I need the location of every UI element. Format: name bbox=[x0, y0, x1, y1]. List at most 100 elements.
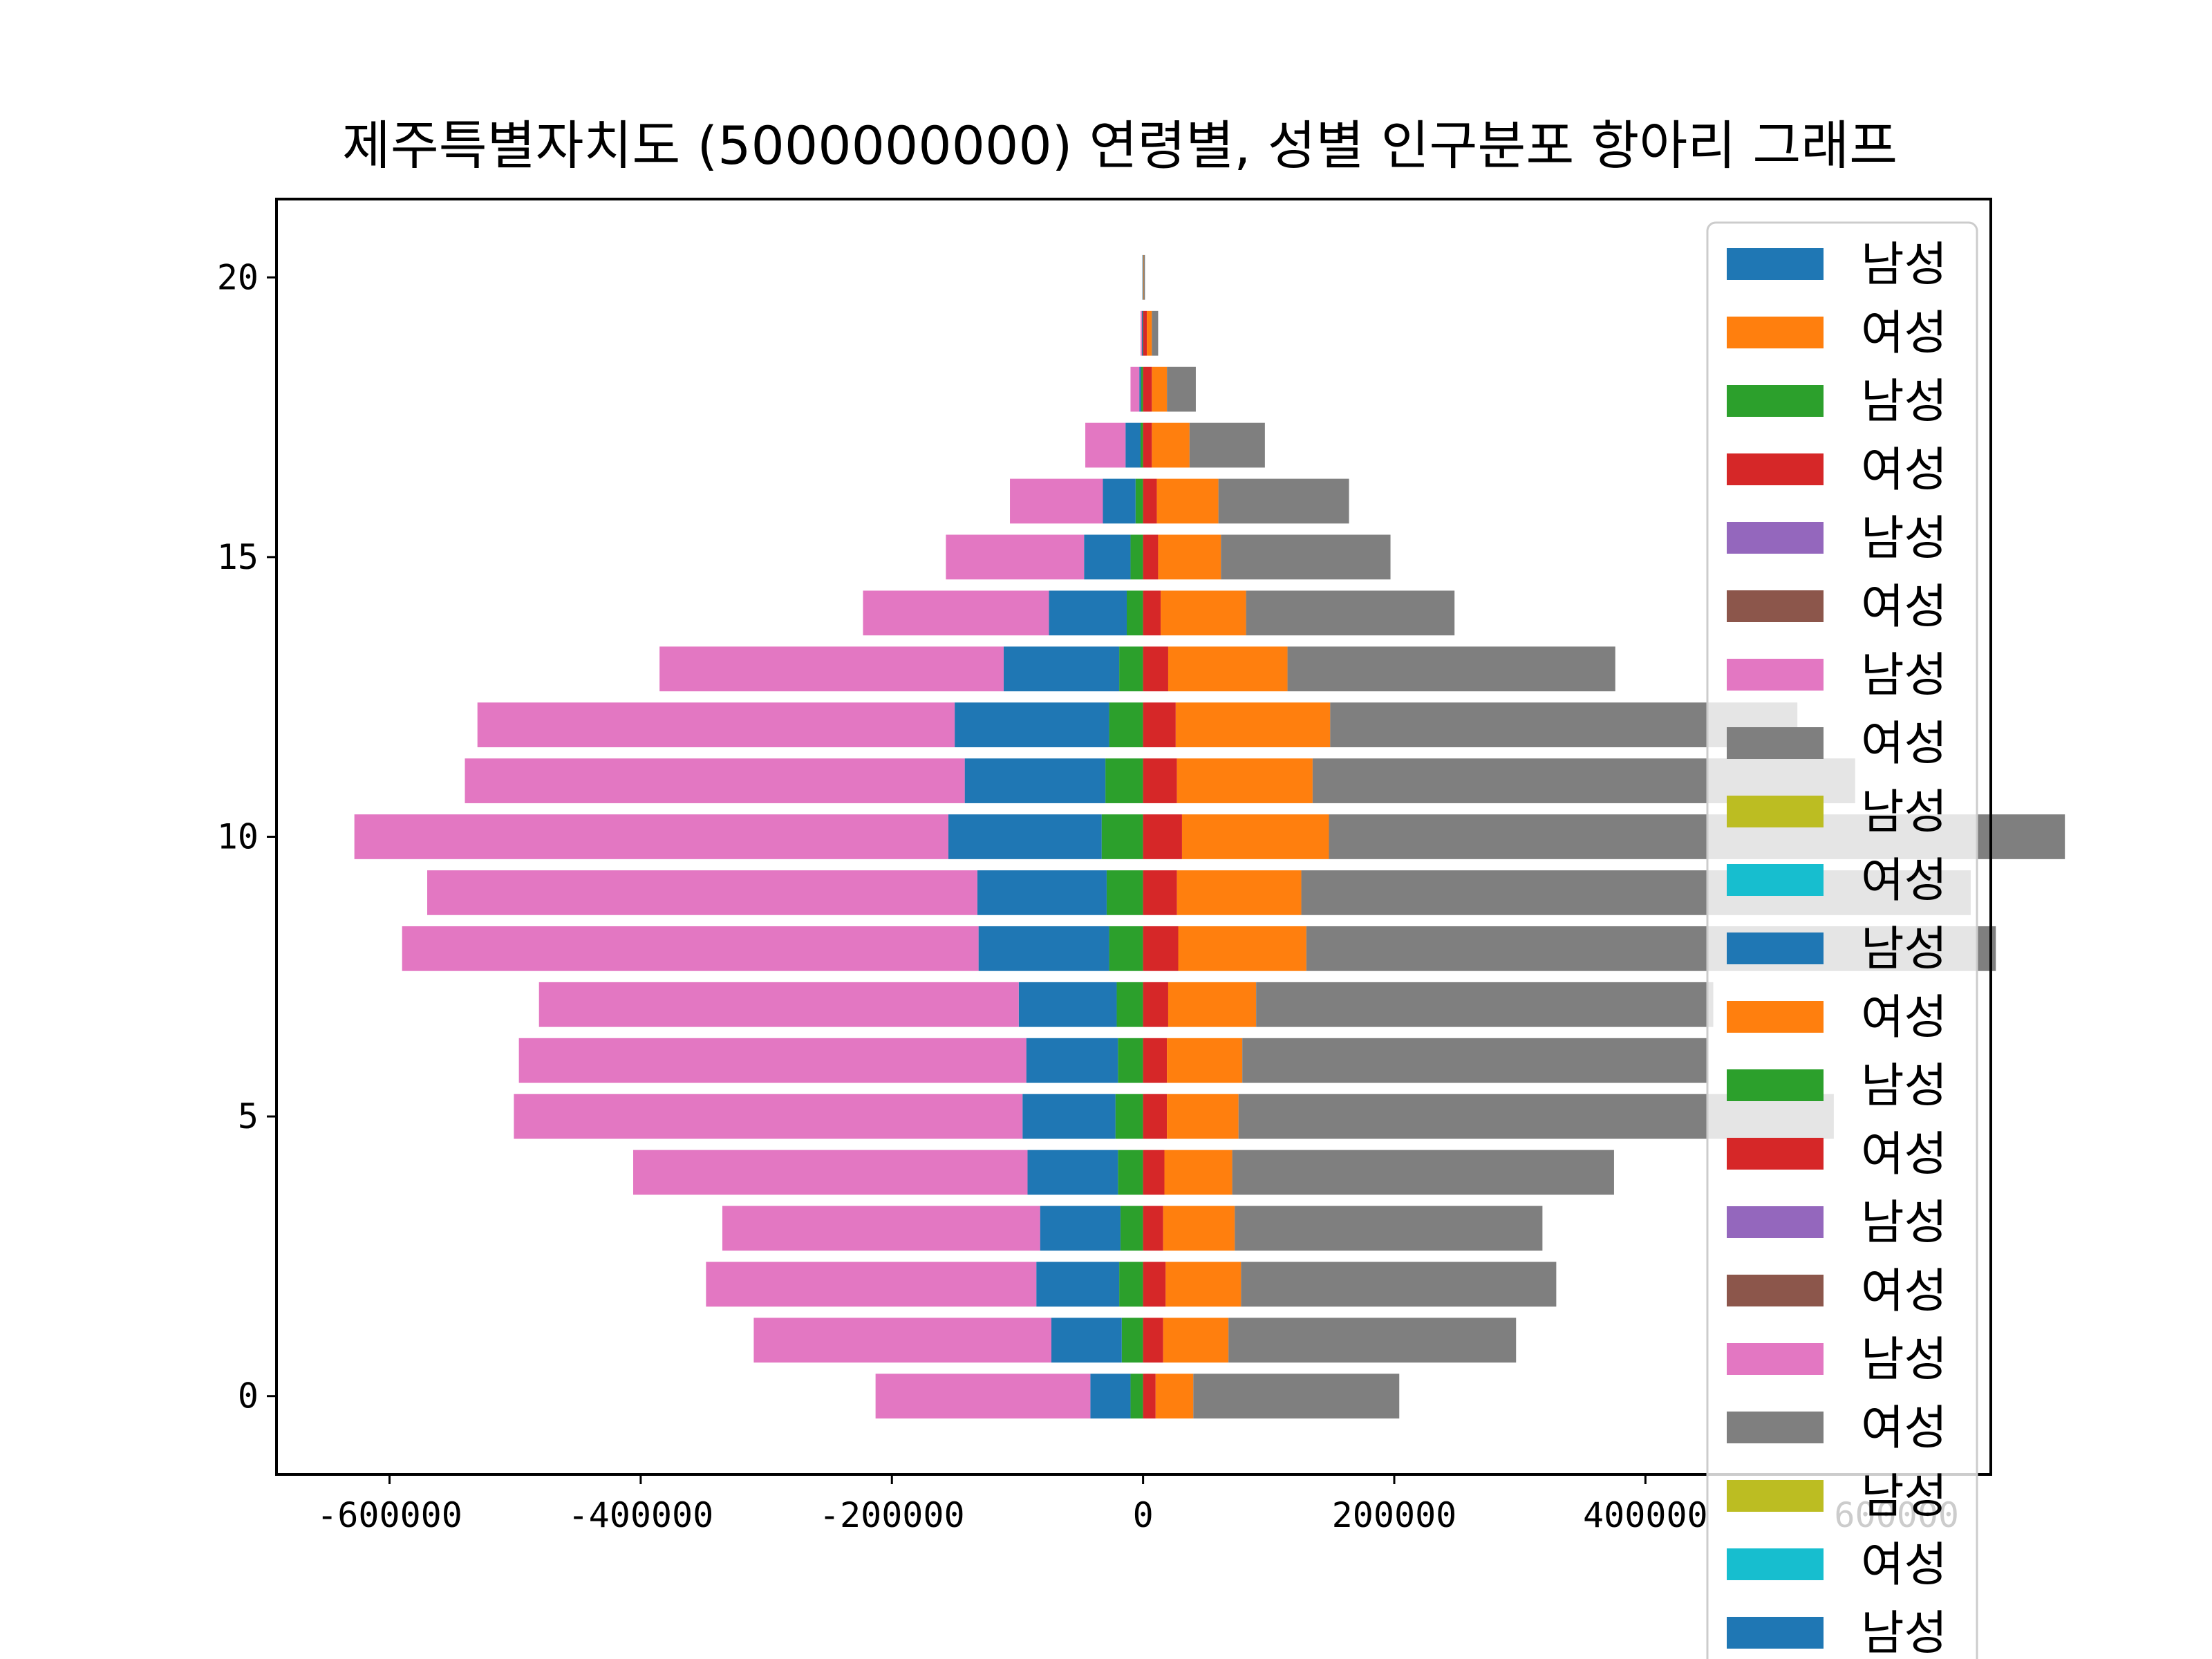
bar-male-s2-age-0 bbox=[875, 1374, 1091, 1419]
legend-swatch bbox=[1727, 1001, 1824, 1033]
bar-male-s1-age-5 bbox=[1022, 1094, 1116, 1139]
legend-swatch bbox=[1727, 1138, 1824, 1170]
legend-label: 여성 bbox=[1861, 1401, 1947, 1456]
legend-swatch bbox=[1727, 453, 1824, 485]
bar-male-s0-age-9 bbox=[1106, 870, 1143, 915]
legend-label: 남성 bbox=[1861, 375, 1947, 429]
bar-male-s1-age-3 bbox=[1040, 1206, 1121, 1251]
bar-female-s4-age-11 bbox=[1177, 758, 1313, 803]
bar-female-s3-age-2 bbox=[1143, 1262, 1166, 1307]
bar-male-s0-age-2 bbox=[1119, 1262, 1143, 1307]
bar-male-s2-age-9 bbox=[427, 870, 977, 915]
bar-female-s4-age-20 bbox=[1143, 254, 1144, 300]
legend-label: 남성 bbox=[1861, 1333, 1947, 1387]
bar-male-s2-age-19 bbox=[1140, 310, 1142, 356]
bar-male-s0-age-10 bbox=[1101, 814, 1143, 859]
x-tick-label: 0 bbox=[1133, 1495, 1154, 1535]
x-tick-label: -600000 bbox=[317, 1495, 462, 1535]
bar-male-s1-age-10 bbox=[948, 814, 1102, 859]
bar-female-s5-age-7 bbox=[1256, 982, 1714, 1027]
bar-male-s2-age-17 bbox=[1085, 422, 1126, 468]
bar-female-s4-age-4 bbox=[1164, 1150, 1232, 1195]
bar-female-s3-age-10 bbox=[1143, 814, 1182, 859]
x-tick-label: 400000 bbox=[1583, 1495, 1708, 1535]
bar-female-s5-age-4 bbox=[1232, 1150, 1614, 1195]
bar-male-s0-age-14 bbox=[1127, 590, 1143, 636]
bar-female-s4-age-18 bbox=[1152, 366, 1168, 412]
bar-male-s2-age-10 bbox=[354, 814, 949, 859]
bar-male-s2-age-18 bbox=[1130, 366, 1140, 412]
bar-male-s2-age-5 bbox=[514, 1094, 1023, 1139]
bar-male-s1-age-4 bbox=[1027, 1150, 1118, 1195]
x-tick-label: -400000 bbox=[568, 1495, 714, 1535]
bar-male-s1-age-15 bbox=[1084, 534, 1131, 580]
bar-male-s2-age-12 bbox=[477, 702, 955, 748]
legend-swatch bbox=[1727, 1069, 1824, 1101]
bar-male-s1-age-17 bbox=[1125, 422, 1141, 468]
bar-male-s2-age-4 bbox=[632, 1150, 1028, 1195]
bar-male-s0-age-16 bbox=[1135, 478, 1143, 524]
bar-female-s4-age-9 bbox=[1177, 870, 1302, 915]
bar-male-s1-age-18 bbox=[1139, 366, 1141, 412]
bar-female-s5-age-19 bbox=[1152, 310, 1159, 356]
bar-female-s3-age-3 bbox=[1143, 1206, 1163, 1251]
legend-swatch bbox=[1727, 1412, 1824, 1443]
y-tick-label: 10 bbox=[217, 817, 259, 857]
legend-swatch bbox=[1727, 590, 1824, 622]
bar-female-s5-age-6 bbox=[1242, 1038, 1709, 1083]
legend-label: 남성 bbox=[1861, 922, 1947, 977]
bar-male-s2-age-11 bbox=[465, 758, 965, 803]
bar-female-s3-age-1 bbox=[1143, 1318, 1163, 1363]
bar-male-s2-age-2 bbox=[706, 1262, 1037, 1307]
y-axis: 0 5 10 15 20 bbox=[217, 257, 276, 1416]
bar-female-s3-age-9 bbox=[1143, 870, 1177, 915]
bar-male-s1-age-9 bbox=[977, 870, 1107, 915]
legend-label: 남성 bbox=[1861, 1470, 1947, 1524]
bar-male-s0-age-17 bbox=[1140, 422, 1143, 468]
y-tick-label: 5 bbox=[238, 1096, 259, 1136]
legend-swatch bbox=[1727, 864, 1824, 896]
legend-label: 여성 bbox=[1861, 1264, 1947, 1319]
legend-swatch bbox=[1727, 1617, 1824, 1649]
legend-swatch bbox=[1727, 522, 1824, 554]
legend-swatch bbox=[1727, 385, 1824, 417]
bar-male-s0-age-7 bbox=[1116, 982, 1143, 1027]
legend-label: 남성 bbox=[1861, 512, 1947, 566]
bar-female-s4-age-19 bbox=[1147, 310, 1152, 356]
bar-female-s3-age-6 bbox=[1143, 1038, 1168, 1083]
bar-male-s0-age-6 bbox=[1118, 1038, 1143, 1083]
bar-male-s0-age-8 bbox=[1109, 926, 1143, 971]
bar-female-s4-age-13 bbox=[1168, 646, 1288, 692]
bar-female-s5-age-17 bbox=[1189, 422, 1265, 468]
legend-label: 남성 bbox=[1861, 648, 1947, 703]
legend-swatch bbox=[1727, 727, 1824, 759]
legend-swatch bbox=[1727, 1275, 1824, 1306]
bar-female-s3-age-7 bbox=[1143, 982, 1168, 1027]
bar-male-s2-age-3 bbox=[722, 1206, 1040, 1251]
bar-male-s2-age-14 bbox=[863, 590, 1049, 636]
bar-layer bbox=[354, 254, 2065, 1419]
bar-male-s2-age-15 bbox=[946, 534, 1085, 580]
legend-label: 여성 bbox=[1861, 306, 1947, 361]
bar-female-s5-age-2 bbox=[1241, 1262, 1557, 1307]
legend-swatch bbox=[1727, 1343, 1824, 1375]
bar-male-s1-age-8 bbox=[978, 926, 1109, 971]
legend-label: 남성 bbox=[1861, 785, 1947, 840]
legend-swatch bbox=[1727, 317, 1824, 348]
legend-swatch bbox=[1727, 932, 1824, 964]
bar-female-s5-age-15 bbox=[1221, 534, 1391, 580]
legend-label: 여성 bbox=[1861, 1127, 1947, 1182]
bar-male-s0-age-5 bbox=[1115, 1094, 1143, 1139]
legend-swatch bbox=[1727, 659, 1824, 691]
bar-female-s5-age-13 bbox=[1287, 646, 1615, 692]
x-tick-label: -200000 bbox=[819, 1495, 965, 1535]
bar-female-s3-age-5 bbox=[1143, 1094, 1168, 1139]
legend-swatch bbox=[1727, 1480, 1824, 1512]
legend-label: 여성 bbox=[1861, 717, 1947, 771]
bar-male-s2-age-8 bbox=[402, 926, 979, 971]
bar-male-s1-age-1 bbox=[1051, 1318, 1122, 1363]
legend-label: 남성 bbox=[1861, 1196, 1947, 1250]
bar-female-s4-age-14 bbox=[1161, 590, 1246, 636]
bar-female-s4-age-1 bbox=[1163, 1318, 1229, 1363]
bar-female-s4-age-2 bbox=[1165, 1262, 1241, 1307]
